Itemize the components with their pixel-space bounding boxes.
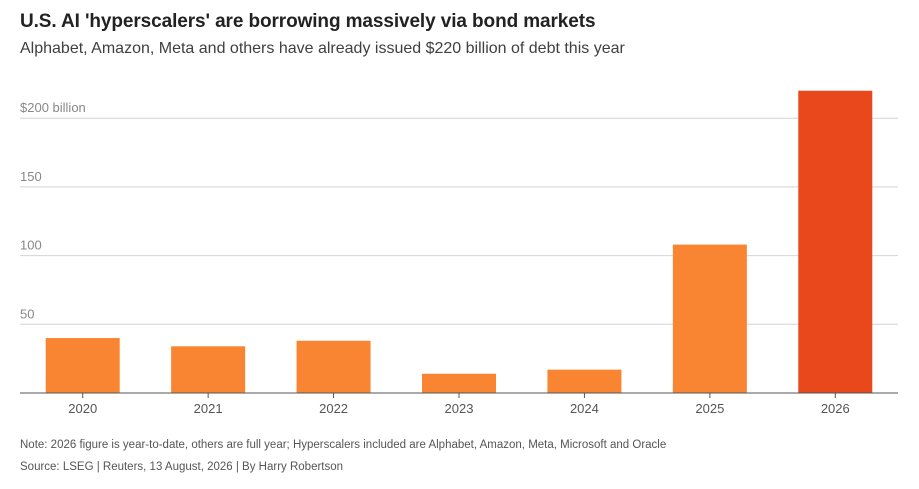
bar-2023 <box>422 373 496 393</box>
bar-2021 <box>171 346 246 393</box>
gridlines: 50 100 150 $200 billion <box>20 100 898 325</box>
bar-2025 <box>672 244 747 393</box>
bar-2020 <box>45 338 120 393</box>
bars <box>45 90 873 393</box>
x-tick-label: 2020 <box>68 401 97 416</box>
x-tick-label: 2023 <box>445 401 474 416</box>
x-tick-label: 2021 <box>194 401 223 416</box>
y-tick-label: 50 <box>20 306 34 321</box>
x-axis: 2020 2021 2022 2023 2024 2025 2026 <box>20 392 898 416</box>
x-tick-label: 2024 <box>570 401 599 416</box>
x-tick-label: 2022 <box>319 401 348 416</box>
bar-2026 <box>798 90 873 393</box>
bar-2022 <box>296 340 371 393</box>
chart-subtitle: Alphabet, Amazon, Meta and others have a… <box>20 40 625 57</box>
chart-source: Source: LSEG | Reuters, 13 August, 2026 … <box>20 461 344 473</box>
chart-title: U.S. AI 'hyperscalers' are borrowing mas… <box>20 11 596 32</box>
x-tick-label: 2025 <box>695 401 724 416</box>
chart-note: Note: 2026 figure is year-to-date, other… <box>20 439 667 451</box>
x-tick-label: 2026 <box>821 401 850 416</box>
bar-2024 <box>547 369 622 393</box>
y-tick-label: 100 <box>20 238 42 253</box>
y-tick-label: $200 billion <box>20 100 86 115</box>
y-tick-label: 150 <box>20 169 42 184</box>
